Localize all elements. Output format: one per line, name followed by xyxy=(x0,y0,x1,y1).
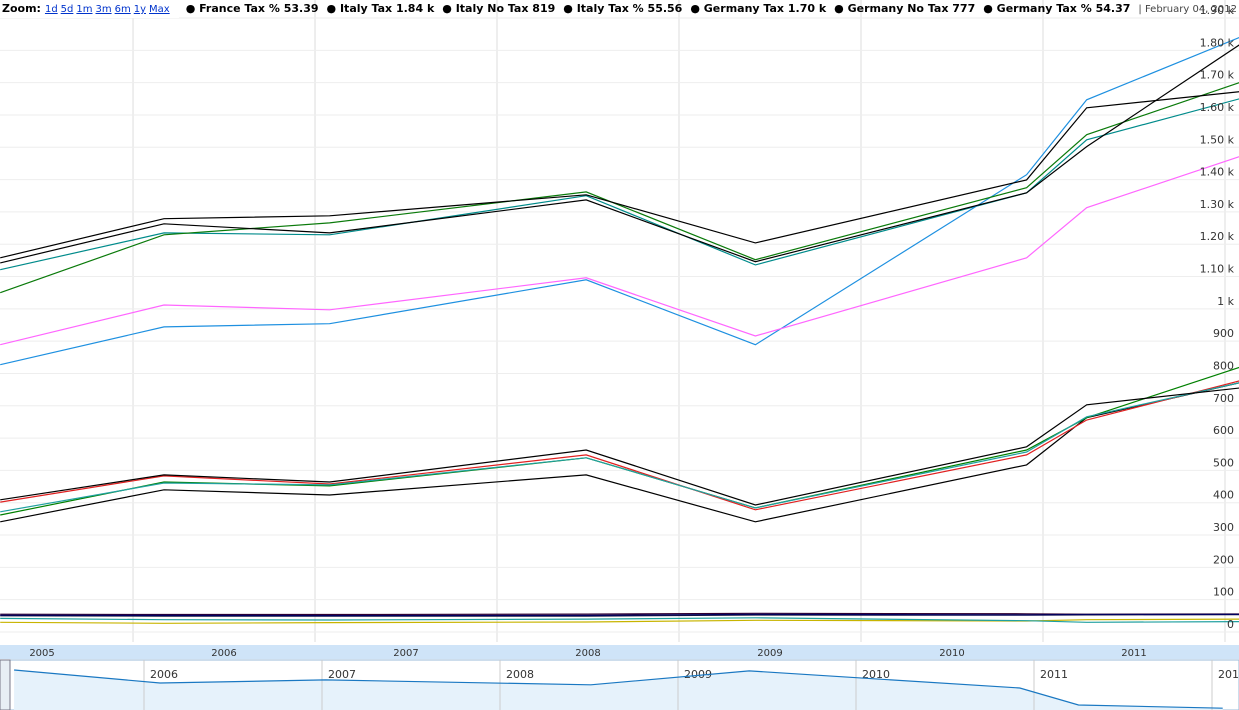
y-tick-label: 700 xyxy=(1213,392,1234,405)
zoom-link[interactable]: 1d xyxy=(44,4,58,15)
legend-item: ● Germany No Tax 777 xyxy=(834,2,976,15)
legend-item: ● Italy Tax 1.84 k xyxy=(326,2,435,15)
zoom-link[interactable]: 6m xyxy=(114,4,131,15)
series-line xyxy=(0,382,1239,513)
navigator-area xyxy=(14,670,1223,710)
series-line xyxy=(0,156,1239,346)
navigator-handle[interactable] xyxy=(0,659,11,710)
y-tick-label: 1.90 k xyxy=(1200,4,1235,17)
legend-name: Germany Tax % xyxy=(996,2,1092,15)
series-line xyxy=(0,618,1239,624)
y-tick-label: 800 xyxy=(1213,359,1234,372)
x-tick-label: 2005 xyxy=(29,648,54,659)
y-tick-label: 300 xyxy=(1213,521,1234,534)
legend-item: ● Germany Tax % 54.37 xyxy=(983,2,1131,15)
zoom-link[interactable]: 3m xyxy=(95,4,112,15)
series-line xyxy=(0,366,1239,516)
x-tick-label: 2011 xyxy=(1121,648,1146,659)
x-tick-label: 2010 xyxy=(939,648,964,659)
navigator-line xyxy=(14,669,1223,709)
legend-name: Italy Tax xyxy=(339,2,393,15)
zoom-link[interactable]: 1m xyxy=(76,4,93,15)
legend-value: 819 xyxy=(532,2,556,15)
date: February 04, 2012 xyxy=(1144,4,1237,15)
legend-name: France Tax % xyxy=(199,2,280,15)
legend-name: Italy Tax % xyxy=(576,2,644,15)
navigator-tick-label: 2011 xyxy=(1040,668,1068,681)
series-line xyxy=(0,36,1239,366)
x-tick-label: 2008 xyxy=(575,648,600,659)
legend-name: Germany Tax xyxy=(703,2,785,15)
series-line xyxy=(0,382,1239,523)
legend-value: 55.56 xyxy=(647,2,683,15)
y-tick-label: 1.50 k xyxy=(1200,133,1235,146)
legend: France Tax 1.65 k● France No Tax 771● Fr… xyxy=(0,2,1237,15)
x-tick-label: 2006 xyxy=(211,648,236,659)
zoom-link[interactable]: 5d xyxy=(60,4,74,15)
y-tick-label: 1 k xyxy=(1217,295,1234,308)
legend-item: ● Italy No Tax 819 xyxy=(442,2,556,15)
legend-item: ● France Tax % 53.39 xyxy=(185,2,319,15)
navigator-tick-label: 2007 xyxy=(328,668,356,681)
series-line xyxy=(0,387,1239,506)
legend-value: 1.84 k xyxy=(395,2,435,15)
x-axis-band xyxy=(0,645,1239,659)
series-line xyxy=(0,44,1239,264)
legend-value: 53.39 xyxy=(283,2,319,15)
y-tick-label: 400 xyxy=(1213,489,1234,502)
y-tick-label: 1.60 k xyxy=(1200,101,1235,114)
legend-name: Germany No Tax xyxy=(847,2,949,15)
legend-value: 777 xyxy=(952,2,976,15)
x-tick-label: 2009 xyxy=(757,648,782,659)
y-tick-label: 1.30 k xyxy=(1200,198,1235,211)
zoom-label: Zoom: xyxy=(2,2,41,15)
legend-value: 1.70 k xyxy=(787,2,827,15)
plot xyxy=(0,0,1239,642)
navigator-tick-label: 2008 xyxy=(506,668,534,681)
navigator-tick-label: 2010 xyxy=(862,668,890,681)
navigator-tick-label: 2009 xyxy=(684,668,712,681)
legend-value: 54.37 xyxy=(1095,2,1131,15)
y-tick-label: 100 xyxy=(1213,586,1234,599)
y-tick-label: 1.40 k xyxy=(1200,166,1235,179)
series-line xyxy=(0,91,1239,259)
zoom-link[interactable]: Max xyxy=(149,4,170,15)
navigator-tick-label: 2012 xyxy=(1218,668,1239,681)
y-tick-label: 1.80 k xyxy=(1200,36,1235,49)
legend-item: ● Italy Tax % 55.56 xyxy=(563,2,683,15)
series-line xyxy=(0,617,1239,623)
series-line xyxy=(0,82,1239,294)
x-tick-label: 2007 xyxy=(393,648,418,659)
y-tick-label: 500 xyxy=(1213,456,1234,469)
y-tick-label: 600 xyxy=(1213,424,1234,437)
legend-name: Italy No Tax xyxy=(455,2,529,15)
y-tick-label: 1.70 k xyxy=(1200,69,1235,82)
series-line xyxy=(0,613,1239,617)
zoom-bar: Zoom: 1d 5d 1m 3m 6m 1y Max xyxy=(0,0,179,18)
y-tick-label: 200 xyxy=(1213,553,1234,566)
y-tick-label: 1.20 k xyxy=(1200,230,1235,243)
zoom-link[interactable]: 1y xyxy=(133,4,146,15)
legend-date: | February 04, 2012 xyxy=(1138,4,1237,15)
header: France Tax 1.65 k● France No Tax 771● Fr… xyxy=(0,0,1239,18)
y-tick-label: 0 xyxy=(1227,618,1234,631)
legend-item: ● Germany Tax 1.70 k xyxy=(690,2,827,15)
y-tick-label: 1.10 k xyxy=(1200,263,1235,276)
y-tick-label: 900 xyxy=(1213,327,1234,340)
navigator-tick-label: 2006 xyxy=(150,668,178,681)
